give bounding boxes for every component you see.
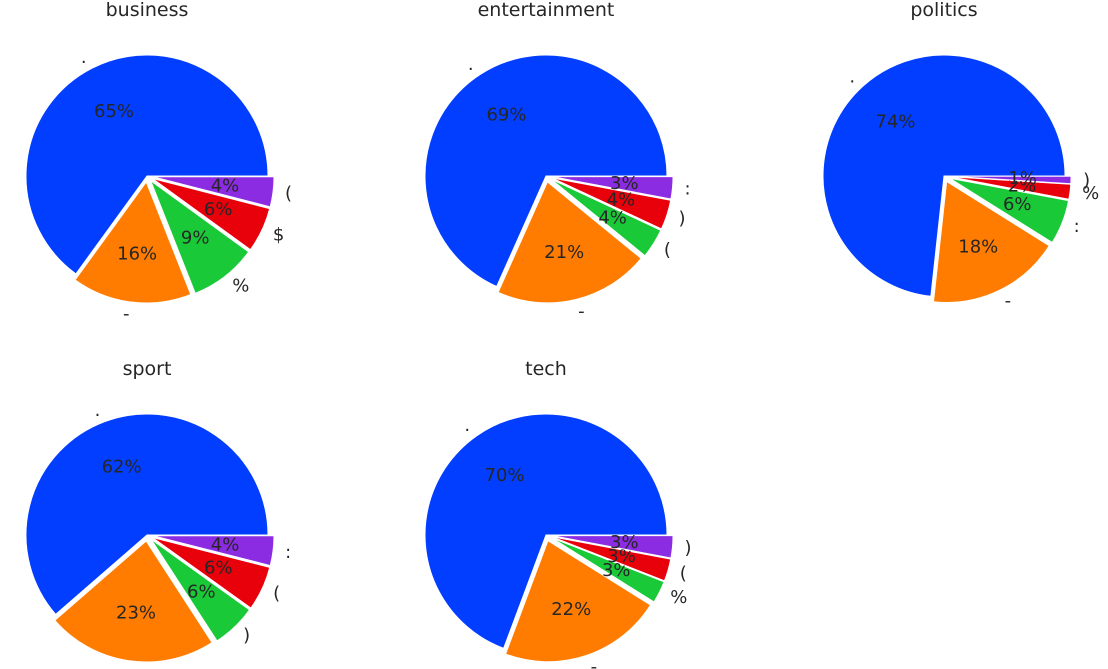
slice-category-label: ) [678,208,685,229]
slice-percent-label: 4% [211,534,240,555]
slice-percent-label: 4% [211,175,240,196]
slice-percent-label: 62% [102,456,142,477]
slice-category-label: $ [273,225,284,246]
chart-title: sport [123,358,172,380]
pie-slice [497,181,642,304]
slice-category-label: ) [685,537,692,558]
pie-slice [25,54,269,275]
slice-percent-label: 6% [204,199,233,220]
slice-category-label: ( [664,239,671,260]
slice-category-label: ( [273,583,280,604]
slice-category-label: % [670,587,687,608]
pie-slice [152,537,271,609]
slice-percent-label: 3% [607,546,636,567]
pie-chart-sport: sport 62%. 23% - 6%) 6% (4%: [25,358,291,669]
slice-category-label: % [232,275,249,296]
slice-category-label: : [1074,216,1080,237]
slice-percent-label: 6% [204,558,233,579]
slice-percent-label: 70% [485,465,525,486]
pie-slice [950,175,1072,185]
slice-category-label: . [95,400,101,421]
slice-percent-label: 9% [181,228,210,249]
slice-percent-label: 4% [598,207,627,228]
pie-chart-entertainment: entertainment 69%. 21% - 4% (4%) 3%: [424,0,691,322]
slice-category-label: ) [1083,170,1090,191]
slice-percent-label: 22% [551,599,591,620]
pie-slice [551,537,665,603]
slice-category-label: - [578,301,585,322]
slice-category-label: - [1005,291,1012,312]
slice-category-label: : [285,542,291,563]
slice-category-label: ( [285,183,292,204]
pie-slice [822,54,1066,297]
slice-category-label: . [468,54,474,75]
pie-slice [149,179,250,294]
slice-percent-label: 18% [958,236,998,257]
slice-category-label: - [123,304,130,325]
slice-percent-label: 69% [486,105,526,126]
slice-category-label: - [591,656,598,669]
slice-percent-label: 74% [876,111,916,132]
pie-slice [551,535,674,559]
pie-slice [949,177,1070,244]
slice-percent-label: 3% [610,173,639,194]
pie-slice [551,177,672,230]
pie-slice [152,535,275,567]
pie-slice [25,413,269,616]
pie-chart-business: business 65%. 16% - 9%% 6% $4% ( [25,0,292,325]
pie-slice [54,540,213,663]
slice-percent-label: 1% [1008,168,1037,189]
chart-title: politics [910,0,977,21]
slice-percent-label: 6% [187,581,216,602]
pie-slice [551,536,672,582]
pie-slice [74,180,192,304]
slice-category-label: : [685,178,691,199]
chart-title: tech [525,358,567,380]
slice-percent-label: 6% [1003,194,1032,215]
slice-percent-label: 65% [94,101,134,122]
slice-percent-label: 16% [117,244,157,265]
slice-category-label: ) [243,625,250,646]
slice-percent-label: 23% [116,602,156,623]
pie-slice [551,176,674,200]
slice-category-label: . [81,47,87,68]
slice-percent-label: 21% [544,242,584,263]
pie-slice [424,413,668,649]
pie-slice [932,180,1050,303]
slice-percent-label: 4% [607,190,636,211]
pie-slice [150,538,251,642]
slice-percent-label: 3% [610,532,639,553]
pie-slice [152,176,275,208]
pie-slice [504,539,652,663]
pie-slice [550,178,662,257]
slice-category-label: % [1082,183,1099,204]
slice-category-label: . [464,415,470,436]
pie-slice [152,178,271,251]
pie-slice [949,176,1072,200]
chart-title: entertainment [478,0,615,21]
slice-category-label: . [849,66,855,87]
slice-category-label: - [121,662,128,669]
pie-slice [424,54,668,288]
chart-title: business [106,0,189,21]
slice-category-label: ( [680,563,687,584]
